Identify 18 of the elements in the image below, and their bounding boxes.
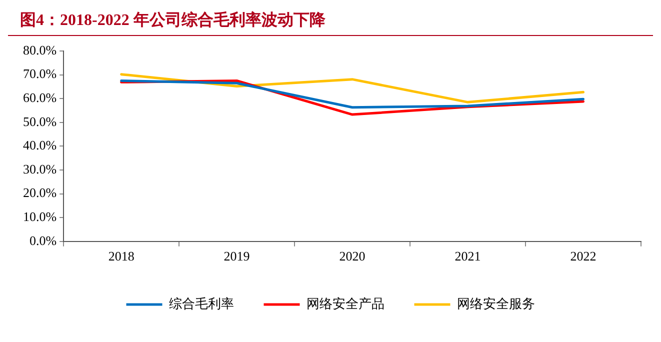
legend-label: 网络安全服务 xyxy=(456,296,535,311)
y-tick-label: 80.0% xyxy=(22,42,57,58)
y-tick-label: 60.0% xyxy=(22,90,57,106)
legend-label: 综合毛利率 xyxy=(168,296,234,311)
x-tick-label: 2022 xyxy=(570,248,596,264)
legend-label: 网络安全产品 xyxy=(306,296,384,311)
chart-title: 图4：2018-2022 年公司综合毛利率波动下降 xyxy=(8,0,653,36)
y-tick-label: 30.0% xyxy=(22,161,57,176)
y-tick-label: 0.0% xyxy=(29,232,57,248)
y-tick-label: 40.0% xyxy=(22,138,57,153)
y-tick-label: 70.0% xyxy=(22,66,57,82)
x-tick-label: 2020 xyxy=(339,248,366,264)
y-tick-label: 50.0% xyxy=(22,114,57,129)
y-tick-label: 20.0% xyxy=(22,185,57,200)
x-tick-label: 2019 xyxy=(224,248,250,264)
x-tick-label: 2021 xyxy=(454,248,481,264)
x-tick-label: 2018 xyxy=(108,248,134,264)
y-tick-label: 10.0% xyxy=(22,209,57,224)
